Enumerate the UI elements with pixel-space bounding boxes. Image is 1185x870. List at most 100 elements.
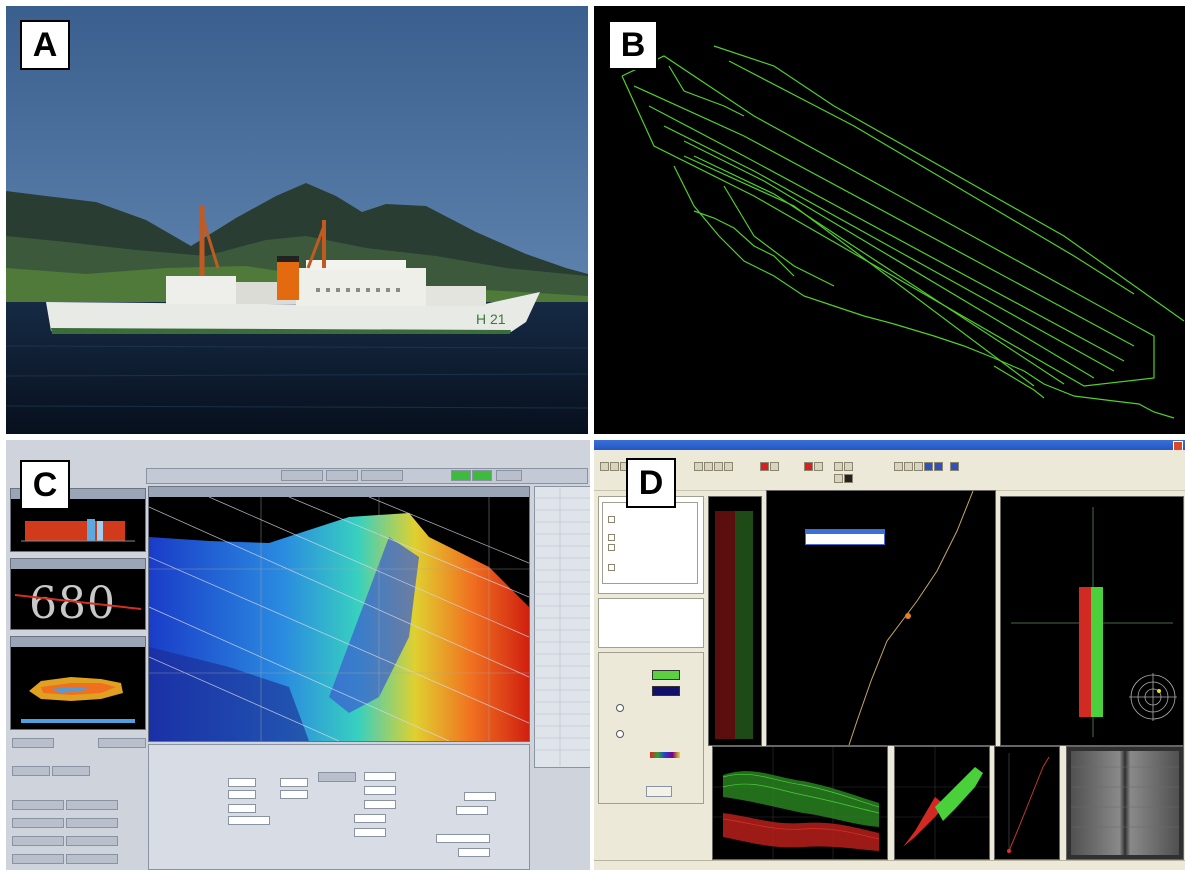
toolbar-icons[interactable] [770, 462, 779, 471]
panel-a-ship-photo: A [6, 6, 588, 434]
ship-photo: H 21 [6, 6, 588, 434]
setting-field[interactable] [364, 786, 396, 795]
toolbar-icons[interactable] [694, 462, 703, 471]
panel-d-processing-software: D [594, 440, 1185, 870]
layer-checkbox[interactable] [608, 534, 615, 541]
setting-field[interactable] [464, 792, 496, 801]
toolbar-icons[interactable] [610, 462, 619, 471]
toolbar-icons[interactable] [804, 462, 813, 471]
control-button[interactable] [12, 738, 54, 748]
status-bar [594, 860, 1185, 870]
apply-button[interactable] [646, 786, 672, 797]
toolbar-icons[interactable] [934, 462, 943, 471]
control-button[interactable] [12, 854, 64, 864]
toolbar-icons[interactable] [924, 462, 933, 471]
toolbar-icons[interactable] [844, 462, 853, 471]
toolbar-icons[interactable] [914, 462, 923, 471]
setting-field[interactable] [436, 834, 490, 843]
rejected-color-swatch[interactable] [652, 686, 680, 696]
control-button[interactable] [66, 818, 118, 828]
toolbar-icons[interactable] [894, 462, 903, 471]
data-list-rows [534, 486, 590, 766]
red-beam-pattern [903, 797, 945, 847]
3d-swath-preview-window [10, 636, 146, 730]
swath-profile-window [708, 496, 762, 746]
toolbar-icons[interactable] [704, 462, 713, 471]
rejected-soundings [1079, 587, 1091, 717]
control-button[interactable] [66, 800, 118, 810]
layer-checkbox[interactable] [608, 516, 615, 523]
panel-d-label: D [626, 458, 676, 508]
green-soundings [723, 771, 879, 827]
setting-field[interactable] [354, 814, 386, 823]
control-button[interactable] [98, 738, 146, 748]
layer-tree [602, 502, 698, 584]
control-button[interactable] [66, 854, 118, 864]
toolbar-icons[interactable] [814, 462, 823, 471]
setting-field[interactable] [228, 790, 256, 799]
setting-field[interactable] [456, 806, 488, 815]
ship: H 21 [46, 206, 540, 334]
control-button[interactable] [12, 800, 64, 810]
grid-lines [149, 497, 529, 741]
hull-number: H 21 [476, 311, 506, 327]
panel-a-label: A [20, 20, 70, 70]
toolbar-icons[interactable] [834, 474, 843, 483]
toolbar-icons[interactable] [760, 462, 769, 471]
mini-toolbar[interactable] [805, 529, 885, 545]
data-list-panel [534, 486, 590, 768]
sidescan-window [1066, 746, 1184, 860]
ping-button[interactable] [472, 470, 492, 481]
accepted-soundings [1091, 587, 1103, 717]
toolbar [594, 460, 1185, 491]
setting-field[interactable] [228, 778, 256, 787]
toolbar-icons[interactable] [600, 462, 609, 471]
toolbar-icons[interactable] [950, 462, 959, 471]
control-button[interactable] [12, 836, 64, 846]
color-settings-panel [598, 652, 704, 804]
panel-b-label: B [608, 20, 658, 70]
setting-field[interactable] [280, 790, 308, 799]
setting-field[interactable] [364, 800, 396, 809]
control-button[interactable] [12, 766, 50, 776]
radio-option[interactable] [616, 704, 624, 712]
control-button[interactable] [52, 766, 90, 776]
record-button[interactable] [451, 470, 471, 481]
depth-readout-window: 680 [10, 558, 146, 630]
view-dropdown[interactable] [361, 470, 403, 481]
color-scale [650, 752, 680, 758]
layer-checkbox[interactable] [608, 544, 615, 551]
compass-icon [1129, 673, 1177, 721]
setting-field[interactable] [228, 804, 256, 813]
navigation-window [766, 490, 996, 746]
toolbar-icons[interactable] [844, 474, 853, 483]
message-panel [598, 598, 704, 648]
ship-track [848, 491, 974, 745]
setting-field[interactable] [354, 828, 386, 837]
ship-position-marker [905, 613, 911, 619]
beam-pattern-window [894, 746, 990, 860]
setting-field[interactable] [228, 816, 270, 825]
green-beam-pattern [935, 767, 983, 821]
survey-track-lines [621, 45, 1185, 419]
mode-dropdown[interactable] [281, 470, 323, 481]
layer-checkbox[interactable] [608, 564, 615, 571]
setting-field[interactable] [364, 772, 396, 781]
toolbar-button[interactable] [496, 470, 522, 481]
depth-profile-window [994, 746, 1060, 860]
good-color-swatch[interactable] [652, 670, 680, 680]
toolbar-icons[interactable] [904, 462, 913, 471]
radio-option[interactable] [616, 730, 624, 738]
swath-cross-section-window [1000, 496, 1184, 746]
control-button[interactable] [66, 836, 118, 846]
toolbar-icons[interactable] [714, 462, 723, 471]
panel-c-label: C [20, 460, 70, 510]
setting-field[interactable] [458, 848, 490, 857]
toolbar-button[interactable] [326, 470, 358, 481]
funnel [277, 256, 299, 300]
setting-field[interactable] [280, 778, 308, 787]
toolbar-icons[interactable] [834, 462, 843, 471]
toolbar-icons[interactable] [724, 462, 733, 471]
control-button[interactable] [12, 818, 64, 828]
control-button[interactable] [318, 772, 356, 782]
